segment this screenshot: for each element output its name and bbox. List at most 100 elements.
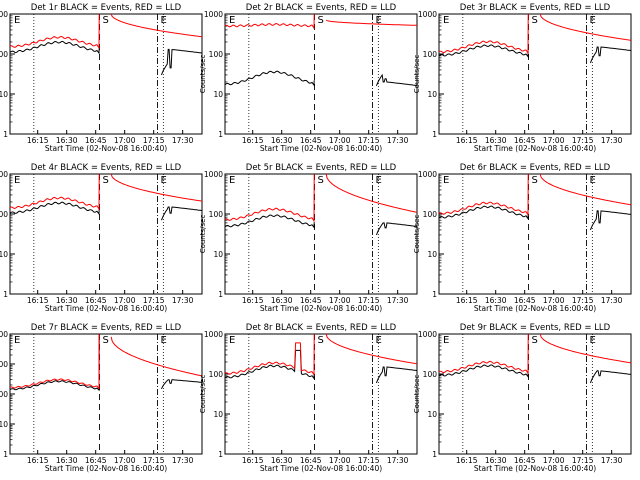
- x-tick-label: 17:30: [387, 456, 409, 465]
- lld-series-line: [224, 173, 315, 223]
- chart-title: Det 6r BLACK = Events, RED = LLD: [460, 163, 611, 173]
- x-tick-label: 16:15: [456, 456, 478, 465]
- x-axis-label: Start Time (02-Nov-08 16:00:40): [474, 304, 596, 313]
- x-axis-label: Start Time (02-Nov-08 16:00:40): [474, 144, 596, 153]
- y-tick-label: 100: [0, 390, 8, 399]
- lld-series-line: [9, 173, 100, 211]
- y-tick-label: 1000: [0, 170, 8, 179]
- marker-label-s: S: [103, 335, 109, 346]
- marker-label-s: S: [318, 15, 324, 26]
- lld-series-line-post: [539, 333, 632, 364]
- chart-title: Det 8r BLACK = Events, RED = LLD: [246, 323, 397, 333]
- x-tick-label: 17:00: [114, 456, 136, 465]
- x-axis-label: Start Time (02-Nov-08 16:00:40): [474, 464, 596, 473]
- chart-title: Det 7r BLACK = Events, RED = LLD: [31, 323, 182, 333]
- lld-series-line: [224, 333, 315, 377]
- panel-det-2r: Det 2r BLACK = Events, RED = LLD 1 10 100 10…: [199, 3, 418, 153]
- y-tick-label: 1000: [204, 330, 223, 339]
- x-tick-label: 16:30: [485, 456, 507, 465]
- x-tick-label: 16:45: [300, 136, 322, 145]
- y-axis-label: Counts/sec: [413, 215, 421, 254]
- x-tick-label: 16:45: [300, 456, 322, 465]
- y-tick-label: 1: [432, 130, 437, 139]
- x-tick-label: 17:00: [114, 136, 136, 145]
- x-tick-label: 16:15: [456, 136, 478, 145]
- x-tick-label: 17:30: [387, 296, 409, 305]
- plot-frame: [9, 13, 203, 135]
- events-series-line-post: [375, 366, 418, 384]
- events-series-line: [224, 214, 315, 229]
- lld-series-line: [438, 13, 529, 55]
- marker-label-e: E: [161, 15, 167, 26]
- lld-series-line-post: [325, 173, 418, 213]
- events-series-line: [224, 70, 315, 87]
- x-tick-label: 16:15: [242, 136, 264, 145]
- plot-frame: [438, 333, 632, 455]
- lld-series-line-post: [325, 19, 418, 26]
- x-tick-label: 17:00: [329, 296, 351, 305]
- events-series-line: [9, 40, 100, 55]
- y-tick-label: 100: [209, 50, 224, 59]
- y-axis-label: Counts/sec: [199, 375, 207, 414]
- y-tick-label: 100: [209, 370, 224, 379]
- y-tick-label: 10: [427, 410, 437, 419]
- y-tick-label: 1: [3, 130, 8, 139]
- x-tick-label: 16:15: [27, 456, 49, 465]
- panel-det-5r: Det 5r BLACK = Events, RED = LLD 1 10 100 10…: [199, 163, 418, 313]
- x-tick-label: 16:30: [485, 296, 507, 305]
- x-tick-label: 17:30: [601, 456, 623, 465]
- x-tick-label: 17:00: [543, 296, 565, 305]
- marker-label-e: E: [590, 335, 596, 346]
- y-tick-label: 10: [427, 90, 437, 99]
- chart-title: Det 4r BLACK = Events, RED = LLD: [31, 163, 182, 173]
- panel-det-9r: Det 9r BLACK = Events, RED = LLD 1 10 100 10…: [413, 323, 632, 473]
- marker-label-e: E: [376, 15, 382, 26]
- x-tick-label: 16:30: [485, 136, 507, 145]
- x-tick-label: 17:30: [172, 296, 194, 305]
- x-axis-label: Start Time (02-Nov-08 16:00:40): [260, 464, 382, 473]
- panel-det-6r: Det 6r BLACK = Events, RED = LLD 1 10 100 10…: [413, 163, 632, 313]
- lld-series-line: [224, 13, 315, 30]
- marker-label-s: S: [532, 15, 538, 26]
- events-series-line: [9, 201, 100, 216]
- x-tick-label: 16:45: [85, 456, 107, 465]
- plot-frame: [438, 13, 632, 135]
- marker-label-e: E: [14, 175, 20, 186]
- y-tick-label: 1000: [418, 170, 437, 179]
- y-axis-label: Counts/sec: [413, 375, 421, 414]
- x-tick-label: 17:15: [143, 456, 165, 465]
- y-tick-label: 10: [213, 410, 223, 419]
- marker-label-e: E: [443, 15, 449, 26]
- marker-label-e: E: [14, 15, 20, 26]
- x-axis-label: Start Time (02-Nov-08 16:00:40): [45, 464, 167, 473]
- events-series-line-post: [160, 379, 203, 389]
- plot-frame: [438, 173, 632, 295]
- chart-title: Det 1r BLACK = Events, RED = LLD: [31, 3, 182, 13]
- marker-label-e: E: [443, 175, 449, 186]
- marker-label-s: S: [103, 175, 109, 186]
- x-tick-label: 17:15: [572, 456, 594, 465]
- y-tick-label: 1: [432, 290, 437, 299]
- x-tick-label: 17:15: [143, 296, 165, 305]
- marker-label-s: S: [103, 15, 109, 26]
- y-tick-label: 1000: [204, 10, 223, 19]
- x-axis-label: Start Time (02-Nov-08 16:00:40): [45, 304, 167, 313]
- panel-det-4r: Det 4r BLACK = Events, RED = LLD 1 10 100 10…: [0, 163, 203, 313]
- x-tick-label: 17:30: [387, 136, 409, 145]
- lld-series-line: [438, 173, 529, 217]
- marker-label-s: S: [532, 175, 538, 186]
- x-tick-label: 17:15: [358, 296, 380, 305]
- lld-series-line-post: [539, 13, 632, 41]
- x-tick-label: 16:45: [85, 296, 107, 305]
- events-series-line-post: [589, 210, 632, 231]
- chart-title: Det 9r BLACK = Events, RED = LLD: [460, 323, 611, 333]
- y-tick-label: 10: [0, 90, 8, 99]
- panel-det-1r: Det 1r BLACK = Events, RED = LLD 1 10 100 10…: [0, 3, 203, 153]
- panel-det-7r: Det 7r BLACK = Events, RED = LLD 1 10 100 10…: [0, 323, 203, 473]
- x-tick-label: 16:15: [242, 456, 264, 465]
- x-tick-label: 17:15: [358, 456, 380, 465]
- lld-series-line: [438, 333, 529, 375]
- marker-label-e: E: [376, 175, 382, 186]
- y-tick-label: 100: [423, 210, 438, 219]
